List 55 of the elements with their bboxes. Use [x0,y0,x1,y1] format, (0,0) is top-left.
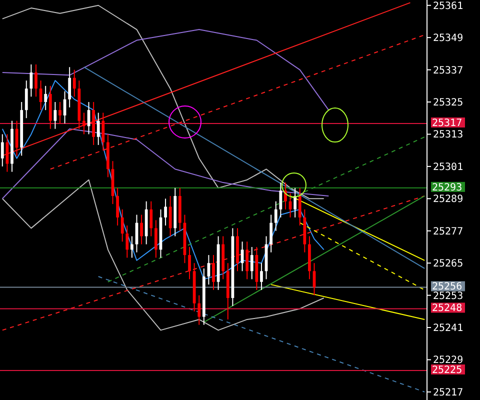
candlestick [168,195,172,237]
candlestick [212,254,215,290]
candlestick [30,64,33,98]
candlestick [102,112,105,151]
y-tick-label: 25337 [433,65,464,76]
candlestick [260,262,263,290]
y-tick-label: 25361 [433,0,464,12]
candlestick [58,102,62,124]
candlestick [164,198,167,226]
ref-line-label: 25248 [432,303,462,314]
ref-line-label: 25293 [432,182,462,194]
candlestick [140,214,143,245]
candlestick [130,236,134,258]
y-tick-label: 25277 [433,226,464,238]
candlestick [270,214,273,253]
ref-line-label: 25225 [432,364,462,376]
y-tick-label: 25253 [433,290,464,302]
ref-line-label: 25317 [432,118,462,129]
candlestick [274,200,278,232]
candlestick [68,66,72,108]
candlestick [284,182,287,210]
candlestick [188,246,191,280]
y-tick-label: 25217 [433,387,464,398]
line-series [2,4,324,200]
candlestick [250,246,254,280]
candlestick [24,80,28,119]
candlestick [54,102,57,130]
candlestick [298,187,302,226]
y-tick-label: 25313 [433,130,464,141]
line-series [2,80,324,280]
candlestick [0,134,4,167]
candlestick [120,208,124,242]
ref-line-label: 25256 [432,282,462,293]
line-series [2,128,330,200]
candlestick [44,85,48,111]
candlestick [126,225,129,258]
y-tick-label: 25289 [433,194,464,206]
candlestick [279,182,282,218]
y-tick-label: 25265 [433,258,464,270]
candlestick [198,294,201,326]
candlestick [154,220,158,258]
candlestick [116,187,119,226]
candlestick [150,200,153,237]
candlestick [72,69,76,98]
y-tick-label: 25229 [433,355,464,366]
y-tick-label: 25325 [433,98,464,109]
y-tick-label: 25301 [433,162,464,173]
line-series [2,179,324,331]
candlestick [96,112,100,146]
y-tick-label: 25349 [433,33,464,44]
y-tick-label: 25241 [433,323,464,334]
candlestick [246,241,249,280]
candlestick [34,64,38,98]
candlestick [294,187,296,218]
candlestick [82,112,86,135]
